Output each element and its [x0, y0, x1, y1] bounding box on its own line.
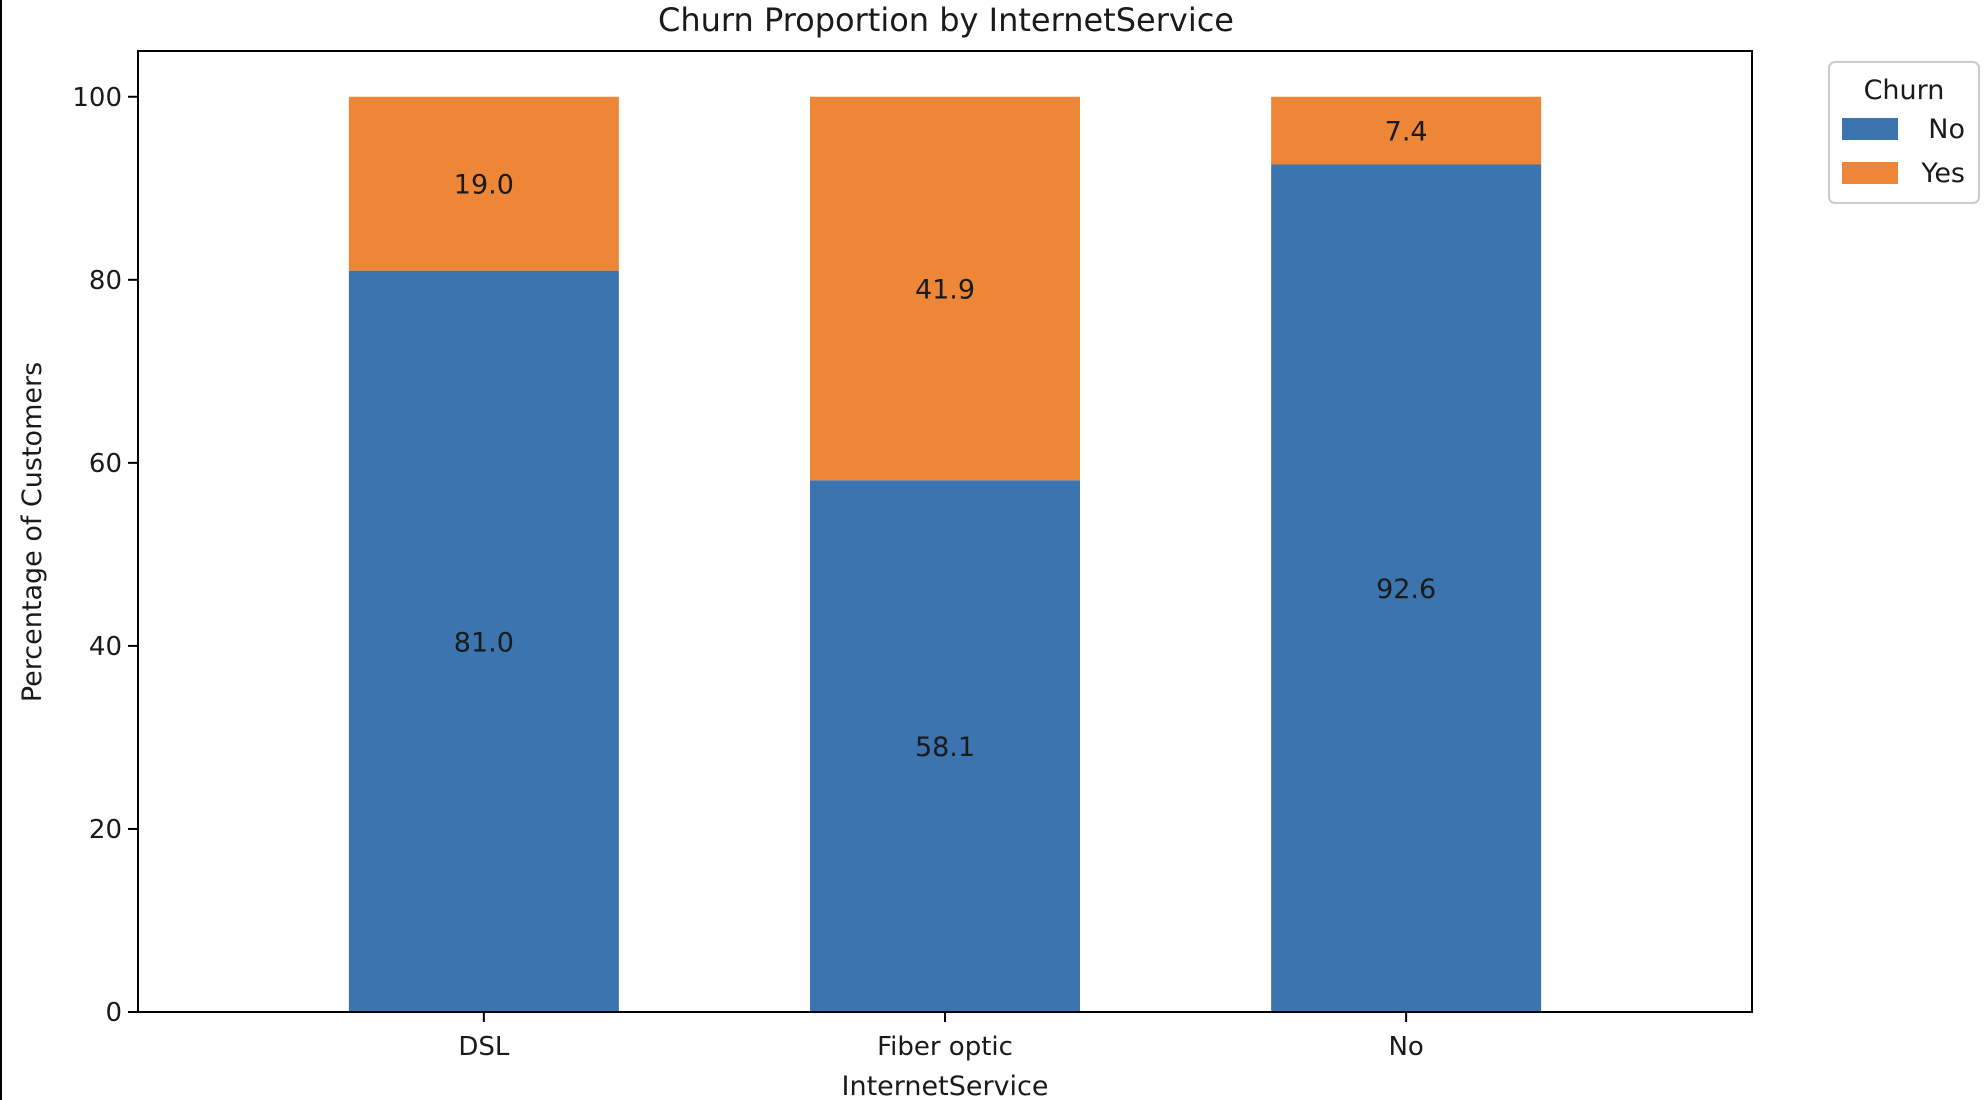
- window-edge: [0, 0, 2, 1100]
- y-axis-label: Percentage of Customers: [17, 362, 48, 702]
- bar-dsl-yes: [348, 96, 619, 271]
- y-tick-label: 100: [72, 83, 122, 113]
- data-label-no-no: 92.6: [1376, 574, 1436, 605]
- data-label-dsl-yes: 19.0: [454, 170, 514, 201]
- legend: Churn No Yes: [1828, 61, 1980, 204]
- y-axis: 0 20 40 60 80 100: [72, 83, 138, 1028]
- bar-fiber-optic-no: [810, 480, 1080, 1012]
- y-tick-label: 60: [89, 449, 122, 479]
- legend-items: No Yes: [1842, 114, 1965, 189]
- bars-group: [348, 96, 1542, 1013]
- y-tick-label: 20: [89, 815, 122, 845]
- x-tick-label-no: No: [1388, 1032, 1423, 1062]
- data-label-fiber-optic-yes: 41.9: [915, 275, 975, 306]
- y-tick-label: 0: [105, 998, 122, 1028]
- legend-label-yes: Yes: [1920, 158, 1965, 189]
- chart-title: Churn Proportion by InternetService: [658, 1, 1234, 39]
- data-label-dsl-no: 81.0: [454, 627, 514, 658]
- bar-no-yes: [1271, 96, 1542, 165]
- bar-fiber-optic-yes: [810, 96, 1080, 481]
- x-axis-label: InternetService: [842, 1071, 1049, 1100]
- x-tick-label-dsl: DSL: [458, 1032, 510, 1062]
- x-axis: DSL Fiber optic No: [458, 1012, 1424, 1062]
- legend-title: Churn: [1864, 75, 1945, 106]
- x-tick-label-fiber-optic: Fiber optic: [877, 1032, 1013, 1062]
- bar-value-labels: 81.0 19.0 58.1 41.9 92.6 7.4: [454, 117, 1436, 763]
- legend-swatch-no: [1842, 118, 1898, 140]
- bar-no-no: [1271, 164, 1542, 1013]
- legend-label-no: No: [1928, 114, 1965, 145]
- y-tick-label: 40: [89, 632, 122, 662]
- bar-dsl-no: [348, 270, 619, 1013]
- y-tick-label: 80: [89, 266, 122, 296]
- data-label-fiber-optic-no: 58.1: [915, 732, 975, 763]
- legend-swatch-yes: [1842, 162, 1898, 184]
- data-label-no-yes: 7.4: [1385, 117, 1428, 148]
